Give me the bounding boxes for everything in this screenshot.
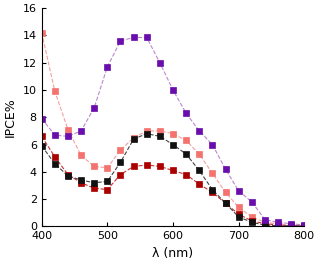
Eggplant extract [106, 166, 109, 169]
Line: Red radicchio: Red radicchio [39, 133, 308, 229]
Red radicchio [302, 224, 306, 227]
Eggplant extract [171, 132, 175, 135]
Eggplant extract [211, 172, 214, 175]
Eggplant extract [184, 139, 188, 142]
X-axis label: λ (nm): λ (nm) [152, 247, 194, 260]
Nero d'Avola [53, 162, 57, 165]
Giacchè [119, 39, 122, 43]
Red radicchio [106, 188, 109, 191]
Eggplant extract [119, 148, 122, 152]
Eggplant extract [53, 90, 57, 93]
Giacchè [132, 36, 136, 39]
Giacchè [40, 117, 44, 120]
Red radicchio [40, 135, 44, 138]
Red radicchio [132, 165, 136, 168]
Line: Eggplant extract: Eggplant extract [39, 30, 308, 229]
Red radicchio [66, 173, 70, 176]
Giacchè [263, 218, 267, 221]
Giacchè [79, 129, 83, 133]
Eggplant extract [197, 153, 201, 156]
Giacchè [66, 135, 70, 138]
Eggplant extract [158, 129, 162, 133]
Red radicchio [211, 191, 214, 194]
Giacchè [211, 143, 214, 146]
Red radicchio [197, 182, 201, 186]
Giacchè [289, 222, 293, 225]
Giacchè [237, 189, 241, 192]
Red radicchio [250, 219, 254, 223]
Red radicchio [119, 173, 122, 176]
Red radicchio [79, 181, 83, 184]
Nero d'Avola [158, 135, 162, 138]
Eggplant extract [276, 222, 280, 225]
Eggplant extract [224, 191, 227, 194]
Eggplant extract [40, 31, 44, 34]
Giacchè [250, 200, 254, 204]
Nero d'Avola [119, 161, 122, 164]
Nero d'Avola [276, 224, 280, 227]
Red radicchio [158, 165, 162, 168]
Eggplant extract [250, 215, 254, 218]
Giacchè [106, 65, 109, 68]
Nero d'Avola [145, 132, 149, 135]
Giacchè [171, 88, 175, 92]
Red radicchio [237, 213, 241, 216]
Giacchè [145, 36, 149, 39]
Nero d'Avola [263, 223, 267, 227]
Giacchè [224, 168, 227, 171]
Nero d'Avola [184, 153, 188, 156]
Nero d'Avola [79, 178, 83, 182]
Red radicchio [289, 224, 293, 227]
Red radicchio [171, 169, 175, 172]
Nero d'Avola [302, 224, 306, 227]
Giacchè [184, 112, 188, 115]
Red radicchio [276, 223, 280, 227]
Nero d'Avola [211, 188, 214, 191]
Nero d'Avola [237, 215, 241, 218]
Eggplant extract [66, 128, 70, 131]
Eggplant extract [302, 224, 306, 227]
Line: Giacchè: Giacchè [39, 34, 308, 228]
Nero d'Avola [92, 181, 96, 184]
Nero d'Avola [40, 144, 44, 148]
Red radicchio [92, 187, 96, 190]
Line: Nero d'Avola: Nero d'Avola [39, 130, 308, 229]
Eggplant extract [289, 223, 293, 227]
Giacchè [158, 61, 162, 64]
Nero d'Avola [66, 174, 70, 177]
Nero d'Avola [250, 221, 254, 224]
Nero d'Avola [106, 180, 109, 183]
Eggplant extract [263, 221, 267, 224]
Giacchè [53, 133, 57, 136]
Red radicchio [263, 222, 267, 225]
Eggplant extract [92, 165, 96, 168]
Nero d'Avola [289, 224, 293, 227]
Giacchè [197, 129, 201, 133]
Red radicchio [53, 155, 57, 158]
Nero d'Avola [171, 143, 175, 146]
Red radicchio [224, 202, 227, 205]
Red radicchio [145, 163, 149, 167]
Eggplant extract [79, 154, 83, 157]
Red radicchio [184, 173, 188, 176]
Nero d'Avola [224, 202, 227, 205]
Nero d'Avola [132, 138, 136, 141]
Giacchè [302, 223, 306, 227]
Eggplant extract [237, 206, 241, 209]
Y-axis label: IPCE%: IPCE% [4, 97, 17, 137]
Nero d'Avola [197, 169, 201, 172]
Eggplant extract [132, 136, 136, 139]
Giacchè [276, 221, 280, 224]
Giacchè [92, 106, 96, 109]
Eggplant extract [145, 129, 149, 133]
